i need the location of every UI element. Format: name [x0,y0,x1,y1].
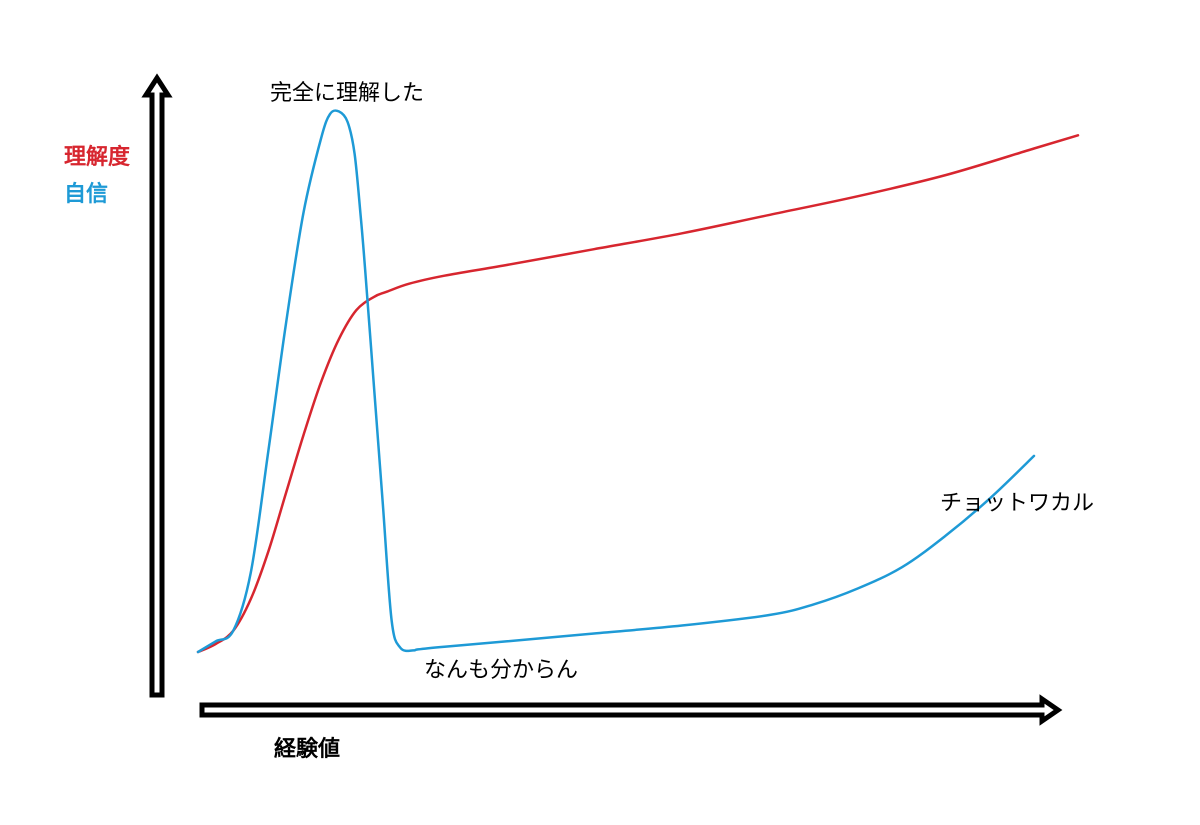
series-line-confidence [196,109,1036,654]
x-axis-arrow [199,694,1063,726]
y-axis-arrow [141,73,173,698]
series-line-understanding [196,134,1080,654]
x-axis-label: 経験値 [274,736,340,762]
legend-label-understanding: 理解度 [64,144,131,170]
annotation-peak: 完全に理解した [270,81,424,106]
annotation-trough: なんも分からん [424,658,578,683]
annotation-recovery: チョットワカル [940,491,1094,516]
legend-label-confidence: 自信 [64,181,108,207]
